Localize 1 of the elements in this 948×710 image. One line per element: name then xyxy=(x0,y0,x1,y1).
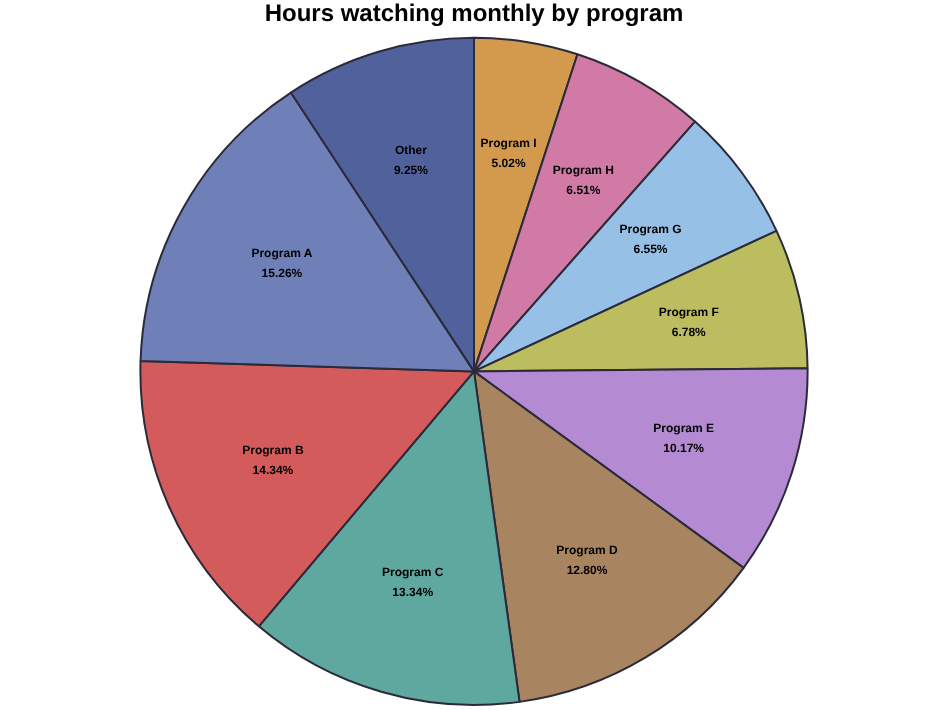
chart-title: Hours watching monthly by program xyxy=(264,0,684,28)
